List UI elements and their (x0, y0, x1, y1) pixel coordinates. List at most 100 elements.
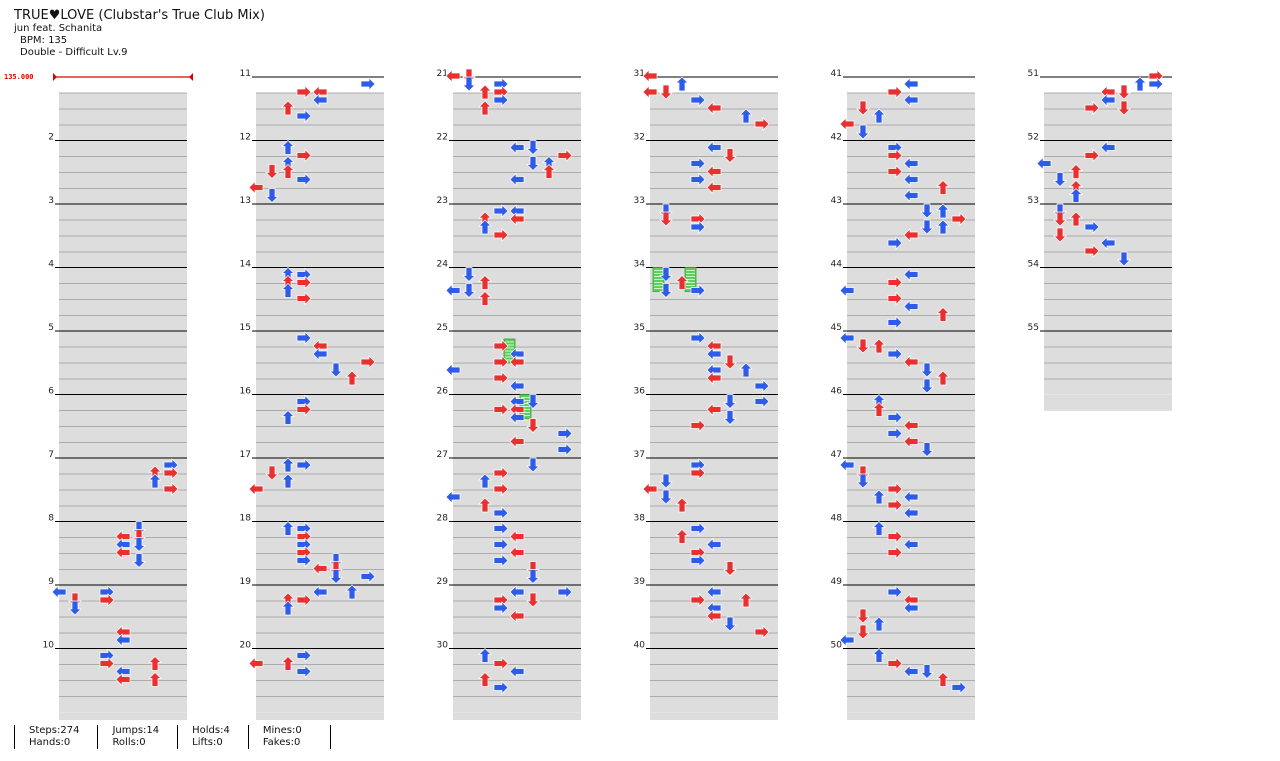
note-arrow (936, 370, 950, 386)
down-arrow-note (856, 100, 870, 116)
measure-stripe (256, 379, 384, 395)
note-arrow (478, 473, 492, 489)
note-arrow (839, 117, 855, 131)
measure-34: 34 (634, 260, 778, 348)
measure-stripe (453, 331, 581, 348)
right-arrow-note (887, 275, 903, 290)
measure-48: 48 (831, 514, 975, 602)
stat-jumps: Jumps:14 (112, 725, 160, 736)
stat-steps: Steps:274 (29, 725, 80, 736)
note-arrow (99, 656, 115, 671)
note-arrow (312, 585, 328, 599)
measure-stripe (59, 585, 187, 602)
left-arrow-note (839, 633, 855, 647)
measure-stripe (453, 458, 581, 475)
note-arrow (296, 458, 312, 472)
note-arrow (281, 100, 295, 116)
left-arrow-note (903, 506, 919, 520)
note-arrow (887, 148, 903, 163)
right-arrow-note (1084, 101, 1100, 115)
measure-21: 21 (437, 69, 581, 157)
measure-stripe (256, 712, 384, 720)
note-arrow (493, 537, 509, 552)
right-arrow-note (296, 148, 312, 163)
right-arrow-note (1148, 69, 1164, 83)
measure-stripe (847, 442, 975, 459)
difficulty-label: Double - Difficult Lv.9 (20, 47, 128, 58)
up-arrow-note (872, 521, 886, 536)
note-arrow (526, 569, 540, 584)
note-arrow (690, 220, 706, 234)
up-arrow-note (478, 84, 492, 100)
right-arrow-note (360, 569, 376, 584)
left-arrow-note (312, 347, 328, 361)
left-arrow-note (509, 529, 525, 544)
note-arrow (493, 680, 509, 695)
right-arrow-note (163, 482, 179, 496)
measure-stripe (1044, 109, 1172, 125)
measure-stripe (650, 172, 778, 189)
down-arrow-note (659, 489, 673, 505)
note-arrow (903, 156, 919, 171)
note-arrow (509, 609, 525, 623)
note-arrow (99, 593, 115, 607)
note-arrow (887, 315, 903, 330)
note-arrow (706, 609, 722, 623)
note-arrow (296, 402, 312, 417)
measure-stripe (256, 490, 384, 506)
note-arrow (445, 490, 461, 504)
note-arrow (856, 624, 870, 640)
down-arrow-note (68, 600, 82, 616)
left-arrow-note (248, 482, 264, 496)
measure-stripe (59, 125, 187, 141)
measure-stripe (59, 156, 187, 173)
measure-stripe (453, 220, 581, 236)
up-arrow-note (478, 219, 492, 235)
measure-stripe (847, 125, 975, 141)
note-arrow (1053, 227, 1067, 243)
note-arrow (856, 338, 870, 354)
note-arrow (493, 355, 509, 369)
note-arrow (1117, 84, 1131, 100)
measure-stripe (59, 649, 187, 665)
note-arrow (509, 434, 525, 449)
note-arrow (754, 117, 770, 131)
note-arrow (493, 482, 509, 496)
measure-stripe (650, 442, 778, 459)
measure-stripe (453, 93, 581, 109)
note-arrow (1117, 100, 1131, 116)
measure-stripe (1044, 252, 1172, 268)
down-arrow-note (920, 219, 934, 235)
note-arrow (132, 537, 146, 552)
note-arrow (706, 347, 722, 361)
up-arrow-note (478, 648, 492, 663)
right-arrow-note (493, 93, 509, 107)
note-arrow (839, 331, 855, 345)
measure-stripe (650, 553, 778, 570)
left-arrow-note (445, 283, 461, 298)
measure-stripe (453, 125, 581, 141)
right-arrow-note (557, 426, 573, 441)
note-arrow (920, 362, 934, 378)
left-arrow-note (839, 283, 855, 298)
down-arrow-note (132, 537, 146, 552)
up-arrow-note (675, 529, 689, 544)
measure-stripe (650, 649, 778, 665)
measure-stripe (256, 141, 384, 157)
right-arrow-note (690, 93, 706, 107)
note-arrow (642, 69, 658, 83)
right-arrow-note (493, 553, 509, 568)
measure-stripe (59, 522, 187, 538)
stat-rolls: Rolls:0 (112, 737, 146, 748)
measure-number: 15 (240, 323, 251, 333)
measure-stripe (256, 109, 384, 125)
note-arrow (856, 124, 870, 140)
left-arrow-note (509, 434, 525, 449)
measure-stripe (256, 537, 384, 554)
right-arrow-note (690, 521, 706, 536)
left-arrow-note (115, 672, 131, 687)
note-arrow (903, 188, 919, 203)
note-arrow (509, 529, 525, 544)
right-arrow-note (1084, 220, 1100, 234)
note-arrow (706, 101, 722, 115)
